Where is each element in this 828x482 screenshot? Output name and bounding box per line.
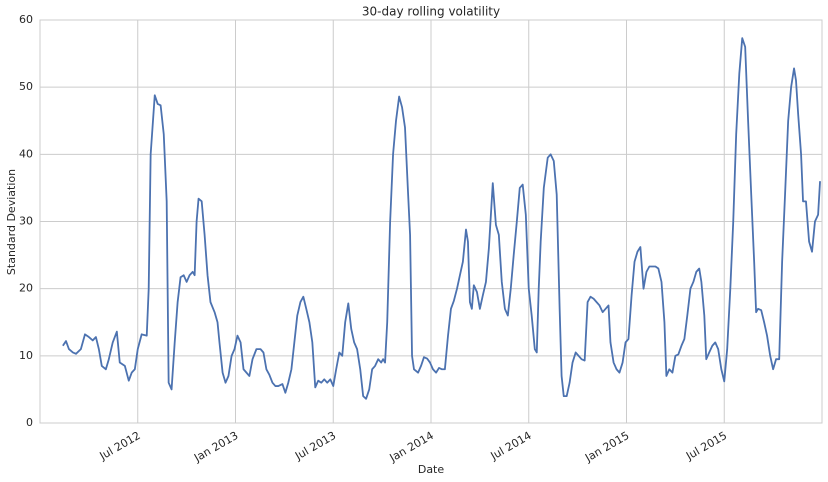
y-tick-label: 20 (19, 282, 33, 295)
y-tick-label: 30 (19, 215, 33, 228)
y-tick-label: 50 (19, 80, 33, 93)
line (62, 37, 821, 400)
y-axis-label: Standard Deviation (5, 169, 18, 275)
y-tick-label: 0 (26, 416, 33, 429)
x-axis-label: Date (418, 463, 445, 476)
y-tick-label: 60 (19, 13, 33, 26)
y-tick-label: 40 (19, 147, 33, 160)
chart-title: 30-day rolling volatility (362, 5, 500, 19)
y-tick-label: 10 (19, 349, 33, 362)
plot-frame (39, 19, 823, 424)
